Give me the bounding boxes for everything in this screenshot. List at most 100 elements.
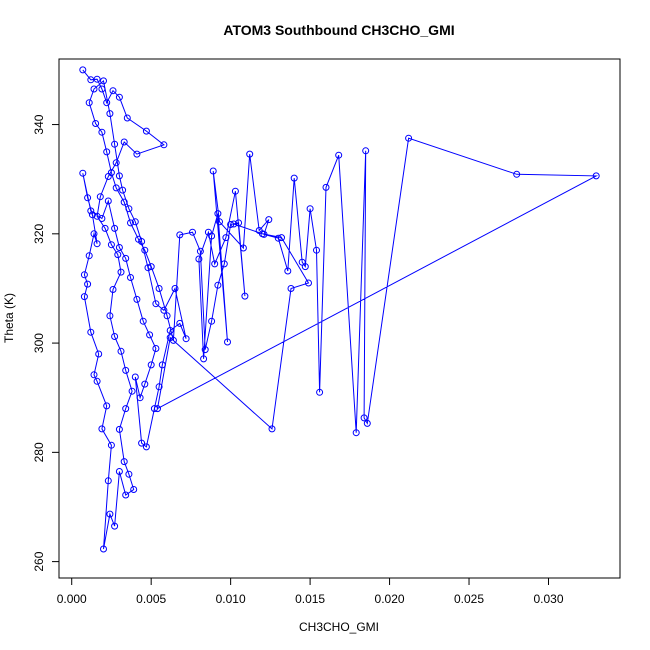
data-point (313, 246, 320, 254)
data-point (352, 429, 360, 437)
y-tick-label: 260 (32, 551, 46, 571)
data-point (80, 271, 88, 279)
data-point (241, 292, 249, 300)
y-tick-label: 340 (32, 114, 46, 134)
data-point (182, 335, 190, 343)
data-point (92, 120, 100, 127)
data-point (166, 334, 174, 342)
data-point (96, 193, 104, 201)
data-point (155, 285, 163, 292)
data-point (150, 405, 158, 413)
data-point (214, 281, 222, 289)
x-tick-label: 0.015 (295, 592, 325, 606)
data-point (90, 371, 98, 379)
data-point (163, 312, 171, 320)
data-point (138, 439, 146, 447)
series-line (82, 69, 599, 550)
data-point (100, 545, 107, 553)
data-point (274, 234, 282, 242)
data-point (100, 77, 107, 85)
data-point (306, 205, 314, 213)
data-point (222, 234, 230, 242)
data-point (201, 346, 209, 354)
data-point (117, 347, 125, 355)
data-point (115, 468, 123, 475)
data-point (93, 75, 101, 83)
data-point (160, 306, 168, 314)
data-point (119, 186, 127, 194)
data-point (176, 231, 184, 239)
data-point (128, 387, 136, 395)
data-point (84, 194, 92, 202)
data-point (112, 159, 120, 167)
data-point (360, 414, 368, 422)
data-point (130, 486, 138, 493)
data-point (316, 388, 324, 396)
data-point (106, 312, 114, 320)
data-point (111, 224, 119, 232)
data-point (171, 285, 179, 292)
data-point (122, 254, 130, 262)
x-axis-label: CH3CHO_GMI (299, 620, 379, 634)
data-point (231, 187, 239, 195)
data-point (154, 405, 161, 413)
data-point (200, 355, 208, 363)
data-point (146, 331, 154, 339)
y-axis: 260 280 300 320 340 (32, 114, 60, 572)
data-point (189, 228, 196, 236)
data-point (214, 210, 222, 218)
data-point (265, 216, 273, 224)
data-point (208, 317, 216, 325)
data-point (123, 114, 131, 122)
data-point (125, 205, 133, 213)
data-point (107, 169, 115, 177)
data-point (136, 394, 144, 402)
data-point (95, 350, 103, 358)
data-point (79, 169, 87, 177)
x-tick-label: 0.030 (533, 592, 563, 606)
data-point (85, 99, 93, 107)
data-point (284, 267, 292, 275)
data-point (158, 361, 166, 369)
data-point (98, 128, 106, 136)
data-point (104, 477, 112, 485)
series-group (79, 66, 600, 553)
data-point (115, 93, 123, 101)
data-point (147, 361, 155, 369)
data-point (115, 425, 123, 433)
x-tick-label: 0.020 (375, 592, 405, 606)
data-point (107, 241, 115, 249)
data-point (111, 140, 119, 148)
data-point (88, 211, 96, 219)
data-point (115, 172, 123, 180)
data-point (208, 232, 216, 240)
x-tick-label: 0.025 (454, 592, 484, 606)
data-point (106, 510, 114, 518)
data-point (98, 425, 106, 433)
y-tick-label: 320 (32, 223, 46, 243)
data-point (87, 328, 95, 336)
data-point (131, 373, 139, 381)
data-point (122, 405, 130, 413)
data-point (176, 319, 184, 327)
data-point (120, 138, 128, 146)
data-point (115, 244, 123, 251)
data-point (103, 402, 111, 410)
data-point (98, 85, 106, 93)
data-point (135, 235, 142, 243)
data-point (363, 419, 371, 427)
data-point (107, 441, 115, 449)
data-point (114, 251, 122, 259)
data-point (166, 327, 174, 334)
data-point (278, 234, 285, 242)
data-point (106, 110, 114, 118)
data-point (160, 141, 168, 149)
data-point (322, 183, 330, 191)
data-point (224, 338, 231, 346)
y-axis-label: Theta (K) (2, 293, 16, 343)
data-point (513, 170, 521, 178)
data-point (120, 458, 128, 466)
data-point (125, 470, 133, 478)
y-tick-label: 300 (32, 333, 46, 353)
data-point (122, 366, 130, 374)
